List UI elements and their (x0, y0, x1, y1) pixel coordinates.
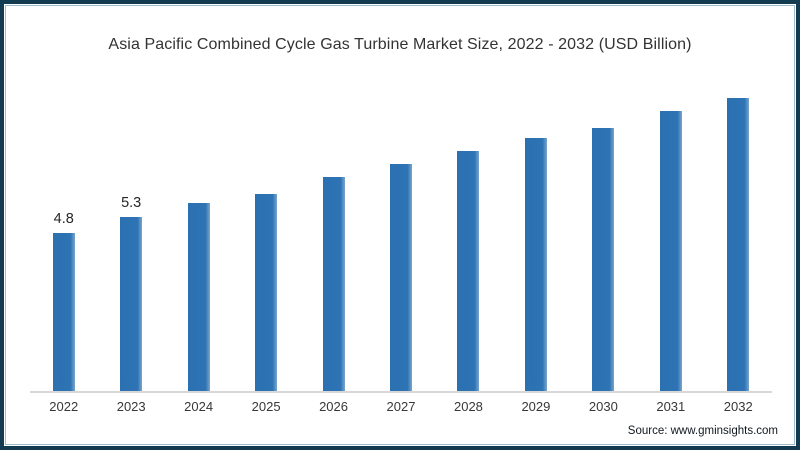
bar-column (502, 4, 569, 391)
bar-column (367, 4, 434, 391)
bar-value-label: 5.3 (121, 195, 142, 211)
bar-column (165, 4, 232, 391)
source-credit: Source: www.gminsights.com (627, 425, 778, 437)
bar-column (232, 4, 299, 391)
plot-area: 4.8 5.3 (30, 4, 772, 391)
x-axis-label: 2031 (656, 399, 686, 414)
bar (389, 164, 412, 391)
x-axis-label: 2025 (251, 399, 281, 414)
bar (727, 98, 750, 391)
bar-column: 5.3 (97, 4, 164, 391)
x-axis-labels: 2022 2023 2024 2025 2026 2027 2028 2029 2030 2031… (30, 399, 772, 414)
bar-column (570, 4, 637, 391)
bar-column: 4.8 (30, 4, 97, 391)
x-axis-label: 2027 (386, 399, 416, 414)
bar-column (705, 4, 772, 391)
x-axis-label: 2029 (521, 399, 551, 414)
bar-column (435, 4, 502, 391)
x-axis-label: 2023 (116, 399, 146, 414)
x-axis-label: 2032 (723, 399, 753, 414)
bar (524, 138, 547, 391)
bar (52, 233, 75, 391)
x-axis-label: 2026 (319, 399, 348, 414)
bar (659, 111, 682, 391)
bar (187, 203, 210, 391)
bar-column (637, 4, 704, 391)
bar-value-label: 4.8 (53, 211, 74, 227)
bar (592, 128, 615, 391)
x-axis-line (30, 391, 772, 393)
bar (255, 194, 278, 391)
x-axis-label: 2030 (588, 399, 618, 414)
x-axis-label: 2022 (49, 399, 79, 414)
bar-column (300, 4, 367, 391)
bar (322, 177, 345, 391)
x-axis-label: 2028 (453, 399, 483, 414)
bar (120, 217, 143, 391)
x-axis-label: 2024 (184, 399, 214, 414)
bar (457, 151, 480, 391)
chart-title: Asia Pacific Combined Cycle Gas Turbine … (108, 36, 692, 53)
